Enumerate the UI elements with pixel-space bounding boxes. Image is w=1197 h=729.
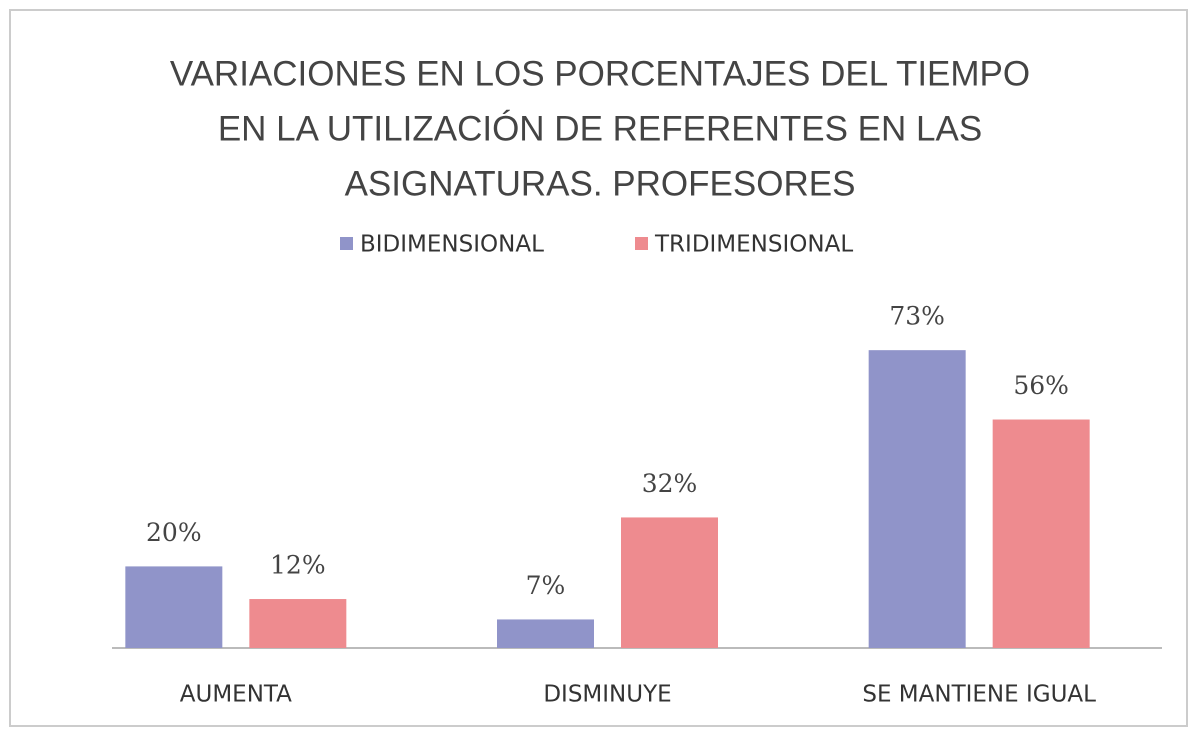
- value-label: 12%: [270, 551, 326, 580]
- value-label: 32%: [642, 469, 698, 498]
- legend-label: TRIDIMENSIONAL: [654, 232, 853, 258]
- bar: [125, 566, 223, 648]
- legend-label: BIDIMENSIONAL: [360, 232, 544, 258]
- bar: [992, 419, 1090, 648]
- bar: [497, 619, 594, 648]
- bar: [249, 599, 347, 648]
- x-tick-label: AUMENTA: [180, 682, 292, 708]
- bar: [868, 350, 966, 648]
- legend-swatch: [340, 237, 353, 250]
- value-label: 7%: [526, 571, 566, 600]
- chart-title: VARIACIONES EN LOS PORCENTAJES DEL TIEMP…: [170, 54, 1030, 93]
- x-tick-label: SE MANTIENE IGUAL: [862, 682, 1096, 708]
- value-label: 73%: [889, 302, 945, 331]
- x-tick-label: DISMINUYE: [543, 682, 671, 708]
- legend-swatch: [635, 237, 648, 250]
- chart-title: ASIGNATURAS. PROFESORES: [345, 164, 856, 203]
- chart-title: EN LA UTILIZACIÓN DE REFERENTES EN LAS: [218, 109, 982, 148]
- value-label: 56%: [1013, 371, 1069, 400]
- bar: [621, 517, 718, 648]
- value-label: 20%: [146, 518, 202, 547]
